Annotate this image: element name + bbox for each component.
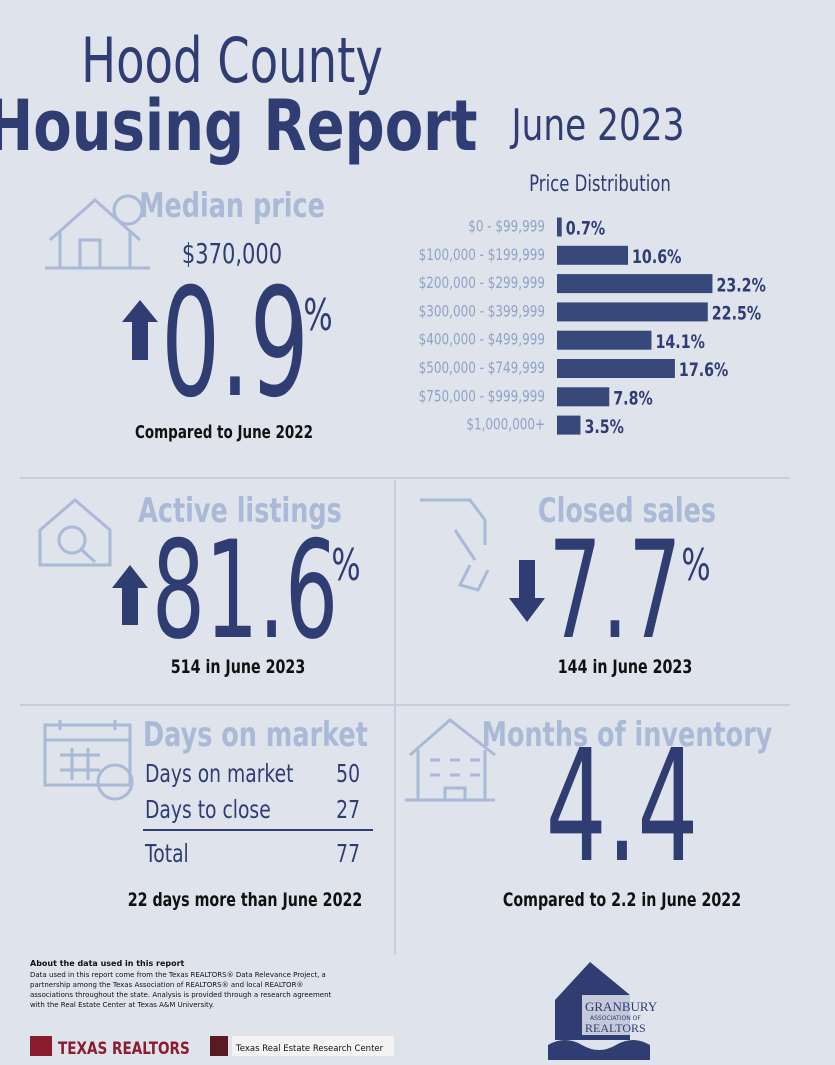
row-value: 50 [336, 759, 360, 788]
heading: Months of inventory [482, 715, 773, 755]
category-label: $100,000 - $199,999 [419, 246, 545, 264]
about-line: partnership among the Texas Association … [30, 981, 303, 989]
bar [557, 387, 610, 407]
key-icon [420, 498, 490, 592]
chart-title: Price Distribution [529, 171, 671, 197]
search-icon [38, 498, 112, 567]
category-label: $0 - $99,999 [468, 218, 545, 236]
row-value: 27 [336, 795, 360, 824]
category-label: $300,000 - $399,999 [419, 303, 545, 321]
building-icon [405, 718, 496, 802]
heading: Median price [139, 186, 325, 226]
category-label-group: $100,000 - $199,999 [419, 246, 545, 264]
category-label: $1,000,000+ [466, 416, 545, 434]
note: 514 in June 2023 [171, 655, 305, 678]
category-label: $200,000 - $299,999 [419, 275, 545, 293]
bar [557, 415, 581, 435]
category-label-group: $500,000 - $749,999 [419, 359, 545, 377]
logo: TEXAS REALTORS [58, 1039, 190, 1059]
unit: % [303, 289, 332, 340]
note: 22 days more than June 2022 [128, 888, 363, 911]
row-label: Days on market [145, 759, 294, 788]
logo-wave [548, 1040, 650, 1060]
arrow-down [509, 560, 545, 622]
about-title: About the data used in this report [30, 959, 185, 968]
category-label-group: $0 - $99,999 [468, 218, 545, 236]
calendar-icon [43, 720, 134, 801]
value-label: 23.2% [716, 273, 766, 296]
about-line: Data used in this report come from the T… [30, 971, 326, 979]
about-line: with the Real Estate Center at Texas A&M… [30, 1001, 214, 1009]
logo-mark [210, 1036, 228, 1056]
total-value: 77 [336, 839, 360, 868]
value-label-group: 0.7% [566, 217, 606, 240]
title: Hood County [81, 24, 383, 96]
note: Compared to 2.2 in June 2022 [503, 888, 741, 911]
value-label: 22.5% [712, 301, 762, 324]
value-label: 14.1% [655, 330, 705, 353]
bar [557, 359, 675, 378]
logo: ASSOCIATION OF [590, 1015, 641, 1022]
row-label: Days to close [145, 795, 271, 824]
heading: Closed sales [538, 491, 716, 531]
logo-bg [582, 995, 664, 1035]
bar [557, 330, 652, 350]
value-label: 7.8% [613, 386, 653, 409]
total-label: Total [144, 839, 189, 868]
category-label: $400,000 - $499,999 [419, 331, 545, 349]
value-label-group: 10.6% [632, 245, 682, 268]
about-line: associations throughout the state. Analy… [30, 991, 332, 999]
bar [557, 217, 562, 237]
heading: Days on market [143, 715, 368, 755]
category-label-group: $200,000 - $299,999 [419, 275, 545, 293]
title: Housing Report [0, 85, 478, 167]
note: Compared to June 2022 [135, 421, 313, 442]
bar [557, 245, 629, 265]
value-label-group: 23.2% [716, 273, 766, 296]
note: 144 in June 2023 [558, 655, 692, 678]
change: 7.7 [548, 513, 681, 669]
value-label-group: 22.5% [712, 301, 762, 324]
category-label-group: $750,000 - $999,999 [419, 388, 545, 406]
category-label-group: $1,000,000+ [466, 416, 545, 434]
unit: % [681, 539, 710, 590]
logo-box [232, 1036, 394, 1056]
logo: REALTORS [585, 1021, 646, 1035]
unit: % [331, 539, 360, 590]
value-label: 0.7% [566, 217, 606, 240]
logo: Texas Real Estate Research Center [235, 1044, 384, 1054]
logo-mark [30, 1036, 52, 1056]
value-label: 10.6% [632, 245, 682, 268]
value-label-group: 14.1% [655, 330, 705, 353]
bar [557, 274, 713, 294]
category-label-group: $400,000 - $499,999 [419, 331, 545, 349]
category-label: $500,000 - $749,999 [419, 359, 545, 377]
value-label-group: 3.5% [584, 415, 624, 438]
change: 81.6 [152, 513, 338, 669]
value-label: 3.5% [584, 415, 624, 438]
arrow-up [112, 565, 148, 625]
value: 4.4 [546, 717, 699, 897]
change: 0.9 [161, 257, 309, 431]
arrow-up [122, 300, 158, 360]
heading: Active listings [138, 491, 342, 531]
value-label: 17.6% [679, 358, 729, 381]
logo: GRANBURY [585, 999, 658, 1014]
category-label-group: $300,000 - $399,999 [419, 303, 545, 321]
category-label: $750,000 - $999,999 [419, 388, 545, 406]
value-label-group: 17.6% [679, 358, 729, 381]
house-icon [45, 194, 150, 270]
bar [557, 302, 708, 322]
date: June 2023 [509, 100, 685, 151]
price: $370,000 [182, 237, 282, 270]
value-label-group: 7.8% [613, 386, 653, 409]
